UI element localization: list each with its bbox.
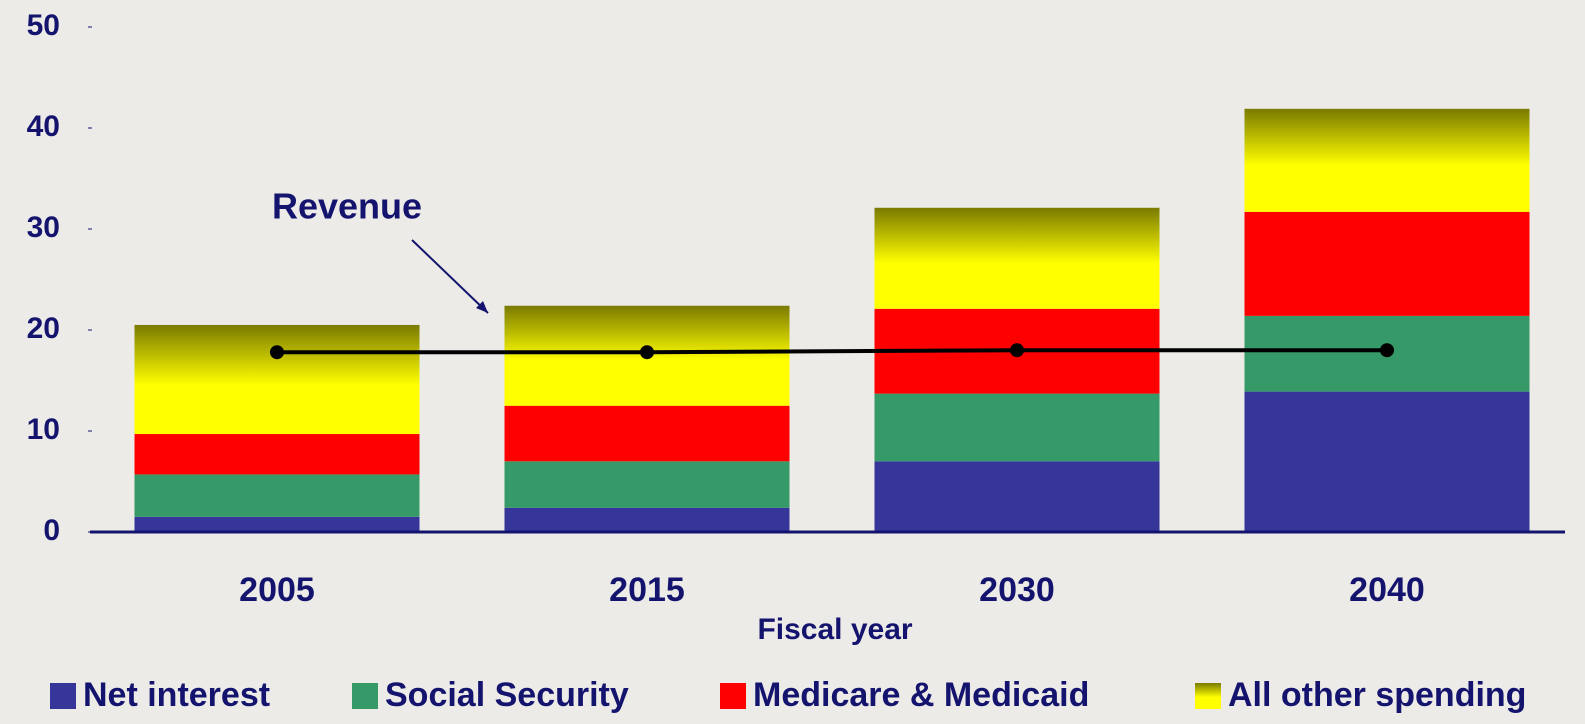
legend-label: Net interest	[83, 676, 270, 714]
x-axis-label: Fiscal year	[757, 613, 912, 646]
legend-label: All other spending	[1228, 676, 1526, 714]
bar-segment	[134, 434, 420, 475]
y-tick-label: 50	[27, 9, 60, 42]
x-tick-label: 2015	[609, 571, 685, 609]
bar-segment	[874, 461, 1160, 532]
arrow-head	[476, 301, 488, 313]
y-tick-label: 30	[27, 211, 60, 244]
revenue-marker	[640, 345, 654, 360]
bar-segment	[874, 393, 1160, 462]
bar-segment	[134, 474, 420, 517]
bar-segment	[1244, 211, 1530, 316]
legend-label: Social Security	[385, 676, 629, 714]
y-tick-label: 40	[27, 110, 60, 143]
bar-segment	[134, 516, 420, 532]
x-tick-label: 2040	[1349, 571, 1425, 609]
annotation-arrow	[411, 239, 489, 314]
bar-segment	[1244, 391, 1530, 532]
bar-segment	[134, 324, 420, 435]
revenue-marker	[1010, 343, 1024, 358]
revenue-marker	[270, 345, 284, 360]
x-tick-label: 2005	[239, 571, 315, 609]
legend-label: Medicare & Medicaid	[753, 676, 1089, 714]
legend-swatch	[50, 683, 76, 709]
bar-segment	[874, 207, 1160, 309]
y-tick-label: 10	[27, 413, 60, 446]
x-tick-label: 2030	[979, 571, 1055, 609]
bar-segment	[504, 507, 790, 532]
legend-swatch	[352, 683, 378, 709]
bar-segment	[1244, 108, 1530, 212]
bar-segment	[504, 461, 790, 508]
y-tick-label: 20	[27, 312, 60, 345]
annotation: Revenue	[272, 186, 422, 227]
bar-segment	[504, 405, 790, 462]
revenue-line	[277, 348, 1387, 355]
y-tick-label: 0	[43, 514, 60, 547]
legend-swatch	[1195, 683, 1221, 709]
legend-swatch	[720, 683, 746, 709]
revenue-marker	[1380, 343, 1394, 358]
